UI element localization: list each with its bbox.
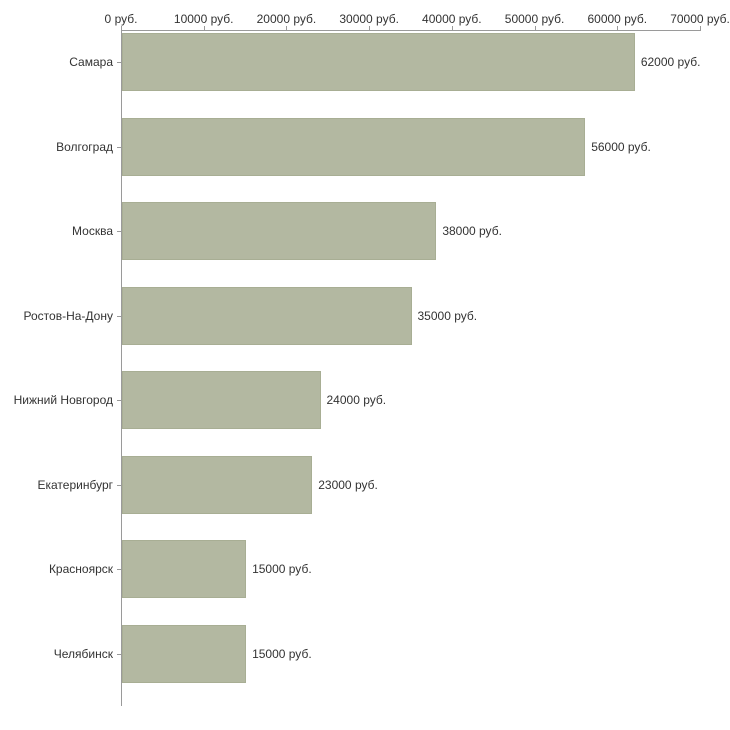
bar-2 xyxy=(122,117,586,176)
category-label: Екатеринбург xyxy=(37,477,114,492)
x-tick-label: 60000 руб. xyxy=(587,12,648,26)
y-tick-mark xyxy=(117,62,121,63)
y-tick-mark xyxy=(117,484,121,486)
bar-5 xyxy=(122,371,321,429)
x-tick-label: 30000 руб. xyxy=(339,12,399,26)
x-tick-mark xyxy=(121,26,122,30)
y-tick-mark xyxy=(117,146,121,148)
category-label: Челябинск xyxy=(53,646,113,661)
x-tick-label: 0 руб. xyxy=(104,12,138,26)
x-tick-mark xyxy=(369,26,371,30)
x-tick-label: 70000 руб. xyxy=(670,12,730,26)
value-label: 38000 руб. xyxy=(442,224,502,238)
x-tick-mark xyxy=(700,26,701,30)
bar-6 xyxy=(122,455,313,514)
y-tick-mark xyxy=(117,231,121,232)
category-label: Волгоград xyxy=(56,139,113,154)
value-label: 15000 руб. xyxy=(252,562,312,576)
x-tick-label: 50000 руб. xyxy=(504,12,565,26)
bar-8 xyxy=(122,624,247,683)
x-tick-label: 20000 руб. xyxy=(256,12,317,26)
y-tick-mark xyxy=(117,569,121,570)
bar-4 xyxy=(122,286,412,345)
x-tick-mark xyxy=(203,26,205,30)
category-label: Самара xyxy=(69,55,113,69)
y-tick-mark xyxy=(117,653,121,655)
bar-1 xyxy=(122,33,635,91)
x-tick-mark xyxy=(617,26,619,30)
x-tick-mark xyxy=(286,26,288,30)
x-tick-mark xyxy=(451,26,453,30)
bar-3 xyxy=(122,202,437,260)
x-tick-label: 40000 руб. xyxy=(422,12,482,26)
x-tick-mark xyxy=(534,26,536,30)
x-tick-label: 10000 руб. xyxy=(173,12,234,26)
category-label: Красноярск xyxy=(48,562,113,576)
y-tick-mark xyxy=(117,400,121,401)
value-label: 56000 руб. xyxy=(591,139,651,154)
value-label: 24000 руб. xyxy=(326,393,387,407)
x-axis-line xyxy=(121,30,701,31)
category-label: Ростов-На-Дону xyxy=(23,308,113,323)
category-label: Москва xyxy=(72,224,113,238)
value-label: 23000 руб. xyxy=(318,477,378,492)
bar-7 xyxy=(122,540,247,598)
value-label: 35000 руб. xyxy=(417,308,478,323)
y-tick-mark xyxy=(117,315,121,317)
y-axis-line xyxy=(121,30,122,706)
value-label: 15000 руб. xyxy=(252,646,312,661)
value-label: 62000 руб. xyxy=(640,55,701,69)
category-label: Нижний Новгород xyxy=(13,393,113,407)
